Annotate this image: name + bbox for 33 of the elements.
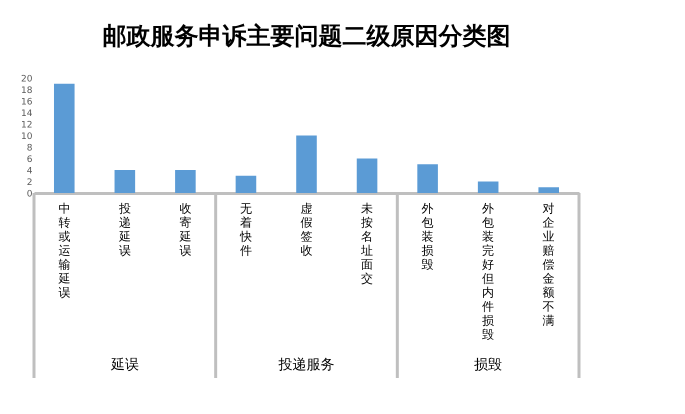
bar (296, 136, 317, 193)
text: 损毁 (474, 357, 502, 373)
y-tick-label: 6 (26, 155, 33, 165)
x-tick-label: 中转或运输延误 (57, 202, 70, 300)
bar (236, 176, 256, 193)
y-tick-label: 16 (21, 98, 33, 108)
y-tick-label: 14 (21, 109, 33, 119)
bar (54, 84, 75, 193)
x-tick-label: 收寄延误 (178, 202, 192, 258)
y-tick-label: 0 (26, 190, 33, 200)
y-tick-label: 18 (21, 86, 33, 96)
x-tick-label: 未按名址面交 (360, 202, 374, 286)
category-label: 外包装完好但内件损毁 (482, 202, 494, 342)
bar (417, 164, 438, 193)
y-tick-label: 10 (21, 132, 33, 142)
category-label: 对企业赔偿金额不满 (542, 202, 555, 328)
bar (538, 187, 560, 193)
text: 延误 (110, 357, 139, 373)
x-tick-label: 外包装损毁 (422, 202, 434, 272)
text: 投递服务 (278, 357, 334, 373)
y-tick-label: 20 (21, 74, 33, 84)
y-tick-label: 4 (26, 166, 33, 176)
x-tick-label: 无着快件 (238, 202, 252, 258)
y-tick-label: 8 (26, 144, 33, 154)
x-tick-label: 虚假签收 (300, 202, 312, 258)
x-tick-label: 投递延误 (118, 202, 131, 258)
chart-title: 邮政服务申诉主要问题二级原因分类图 (102, 22, 510, 50)
bar (478, 182, 498, 193)
y-tick-label: 2 (26, 178, 32, 188)
y-tick-label: 12 (21, 120, 32, 130)
bar (114, 170, 136, 193)
bar (356, 158, 378, 193)
bar (175, 170, 196, 193)
